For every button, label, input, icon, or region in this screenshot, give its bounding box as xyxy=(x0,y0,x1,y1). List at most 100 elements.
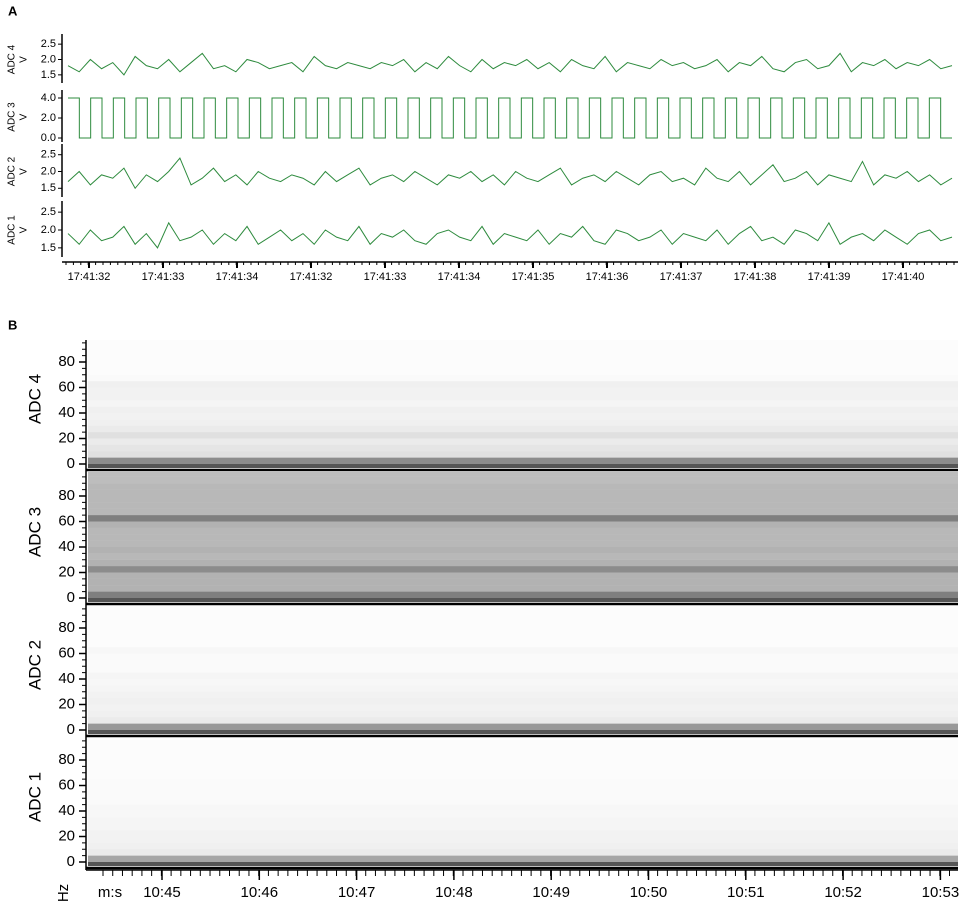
spectral-band xyxy=(88,393,958,401)
spectral-band xyxy=(88,754,958,760)
x-tick-label: 17:41:38 xyxy=(734,271,777,283)
spectral-band xyxy=(88,349,958,355)
x-axis-label: m:s xyxy=(98,884,122,901)
x-tick-label: 17:41:39 xyxy=(808,271,851,283)
spectral-band xyxy=(88,710,958,718)
spectral-band xyxy=(88,823,958,831)
y-tick-label: 2.0 xyxy=(41,165,56,177)
spectral-band xyxy=(88,406,958,413)
unit-label: V xyxy=(19,226,30,233)
spectral-band xyxy=(88,830,958,837)
y-tick-label: 0 xyxy=(67,721,75,738)
y-tick-label: 0 xyxy=(67,853,75,870)
spectral-band xyxy=(88,679,958,685)
spectral-band xyxy=(88,591,958,598)
spectral-band xyxy=(88,508,958,516)
spectral-band xyxy=(88,387,958,394)
y-tick-label: 0.0 xyxy=(41,132,56,144)
spectral-band xyxy=(88,609,958,615)
spectral-band xyxy=(88,717,958,724)
x-tick-label: 10:51 xyxy=(727,884,765,901)
spectral-band xyxy=(88,343,958,349)
x-tick-label: 17:41:33 xyxy=(142,271,185,283)
y-tick-label: 1.5 xyxy=(41,182,56,194)
x-tick-label: 17:41:37 xyxy=(660,271,703,283)
unit-label: V xyxy=(19,168,30,175)
spectral-band xyxy=(88,798,958,804)
panel-label: A xyxy=(8,3,18,18)
trace xyxy=(67,157,953,190)
y-tick-label: 40 xyxy=(58,404,75,421)
spectral-band xyxy=(88,698,958,705)
spectral-band xyxy=(88,691,958,699)
y-tick-label: 2.5 xyxy=(41,206,56,218)
x-tick-label: 17:41:34 xyxy=(438,271,481,283)
spectral-floor xyxy=(88,464,958,468)
spectral-band xyxy=(88,381,958,388)
spectral-band xyxy=(88,559,958,567)
trace xyxy=(68,97,952,139)
y-tick-label: 20 xyxy=(58,695,75,712)
x-tick-label: 10:50 xyxy=(630,884,668,901)
y-tick-label: 40 xyxy=(58,802,75,819)
y-tick-label: 60 xyxy=(58,378,75,395)
x-tick-label: 10:46 xyxy=(241,884,279,901)
x-tick-label: 17:41:32 xyxy=(68,271,111,283)
spectral-band xyxy=(88,340,958,343)
y-tick-label: 2.0 xyxy=(41,224,56,236)
spectral-band xyxy=(88,741,958,747)
spectral-band xyxy=(88,444,958,452)
spectral-band xyxy=(88,553,958,560)
y-tick-label: 2.0 xyxy=(41,112,56,124)
x-tick-label: 10:45 xyxy=(143,884,181,901)
y-tick-label: 0 xyxy=(67,589,75,606)
y-tick-label: 2.5 xyxy=(41,149,56,161)
spectral-band xyxy=(88,760,958,766)
spectral-floor xyxy=(88,598,958,602)
y-tick-label: 0 xyxy=(67,455,75,472)
spectral-band xyxy=(88,375,958,381)
spectral-band xyxy=(88,566,958,573)
spectral-band xyxy=(88,472,958,477)
y-tick-label: 80 xyxy=(58,353,75,370)
spectral-band xyxy=(88,615,958,621)
panel-label: B xyxy=(8,317,17,332)
spectral-band xyxy=(88,672,958,679)
panel-name: ADC 1 xyxy=(25,772,44,822)
unit-label: V xyxy=(19,56,30,63)
x-tick-label: 17:41:32 xyxy=(290,271,333,283)
spectral-band xyxy=(88,723,958,730)
trace xyxy=(67,52,953,76)
spectral-band xyxy=(88,836,958,843)
spectral-band xyxy=(88,849,958,856)
panel-name: ADC 1 xyxy=(7,215,18,245)
spectral-band xyxy=(88,540,958,547)
spectral-band xyxy=(88,634,958,640)
x-tick-label: 17:41:40 xyxy=(882,271,925,283)
spectral-band xyxy=(88,534,958,541)
y-tick-label: 20 xyxy=(58,827,75,844)
spectral-band xyxy=(88,476,958,484)
spectral-band xyxy=(88,805,958,811)
y-tick-label: 20 xyxy=(58,429,75,446)
trace xyxy=(67,221,953,249)
spectral-floor xyxy=(88,862,958,866)
spectral-band xyxy=(88,451,958,458)
spectral-band xyxy=(88,606,958,609)
y-tick-label: 2.0 xyxy=(41,53,56,65)
spectral-band xyxy=(88,766,958,772)
spectral-band xyxy=(88,811,958,817)
spectral-band xyxy=(88,521,958,528)
x-tick-label: 10:53 xyxy=(922,884,960,901)
spectral-band xyxy=(88,362,958,368)
spectral-band xyxy=(88,400,958,407)
spectral-band xyxy=(88,425,958,433)
y-tick-label: 80 xyxy=(58,751,75,768)
spectral-band xyxy=(88,419,958,426)
spectral-band xyxy=(88,842,958,850)
y-tick-label: 40 xyxy=(58,670,75,687)
spectral-band xyxy=(88,654,958,660)
spectral-band xyxy=(88,817,958,824)
panel-name: ADC 2 xyxy=(7,156,18,186)
